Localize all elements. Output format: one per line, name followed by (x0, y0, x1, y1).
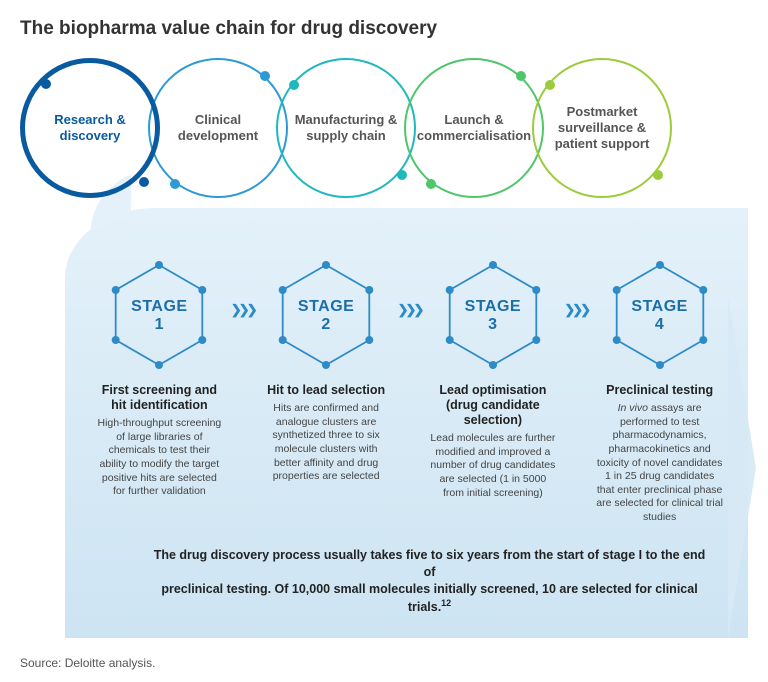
stage-name: STAGE 3 (460, 298, 525, 334)
stage-hexagon: STAGE 4 (595, 258, 725, 373)
stages-panel: STAGE 1 First screening and hit identific… (65, 208, 748, 638)
circle-dot (170, 179, 180, 189)
value-chain-circle-0: Research & discovery (20, 58, 160, 198)
stage-hexagon: STAGE 2 (261, 258, 391, 373)
stage-hexagon: STAGE 3 (428, 258, 558, 373)
stage-col-4: STAGE 4 Preclinical testing In vivo assays… (593, 258, 726, 525)
stage-col-3: STAGE 3 Lead optimisation (drug candidate… (427, 258, 560, 500)
stages-row: STAGE 1 First screening and hit identific… (93, 258, 726, 525)
circle-dot (289, 80, 299, 90)
stage-name: STAGE 1 (127, 298, 192, 334)
summary-line-2: preclinical testing. Of 10,000 small mol… (161, 582, 697, 615)
circle-dot (426, 179, 436, 189)
stage-title: Preclinical testing (604, 383, 715, 398)
stage-desc: Lead molecules are further modified and … (427, 432, 560, 500)
circle-dot (260, 71, 270, 81)
stage-chevron-icon: ❯❯❯ (230, 258, 256, 318)
stage-desc: Hits are confirmed and analogue clusters… (260, 402, 393, 484)
page-title: The biopharma value chain for drug disco… (20, 18, 748, 40)
circle-label: Launch & commercialisation (417, 112, 531, 145)
circle-label: Postmarket surveillance & patient suppor… (546, 104, 658, 153)
stage-chevron-icon: ❯❯❯ (397, 258, 423, 318)
source-label: Source: Deloitte analysis. (20, 656, 155, 670)
stage-title: Hit to lead selection (265, 383, 387, 398)
circle-label: Manufacturing & supply chain (290, 112, 402, 145)
stage-title: First screening and hit identification (93, 383, 226, 413)
stage-hexagon: STAGE 1 (94, 258, 224, 373)
value-chain-circle-3: Launch & commercialisation (404, 58, 544, 198)
value-chain-circles: Research & discovery Clinical development… (20, 58, 748, 208)
circle-dot (139, 177, 149, 187)
circle-dot (41, 79, 51, 89)
circle-label: Research & discovery (37, 112, 143, 145)
stage-title: Lead optimisation (drug candidate select… (427, 383, 560, 428)
circle-dot (545, 80, 555, 90)
circle-dot (653, 170, 663, 180)
circle-dot (516, 71, 526, 81)
summary-text: The drug discovery process usually takes… (93, 547, 726, 617)
value-chain-circle-4: Postmarket surveillance & patient suppor… (532, 58, 672, 198)
stage-col-1: STAGE 1 First screening and hit identific… (93, 258, 226, 499)
stage-desc: In vivo assays are performed to test pha… (593, 402, 726, 525)
stage-col-2: STAGE 2 Hit to lead selection Hits are con… (260, 258, 393, 484)
stage-chevron-icon: ❯❯❯ (563, 258, 589, 318)
circle-dot (397, 170, 407, 180)
summary-ref: 12 (441, 598, 451, 608)
circle-label: Clinical development (162, 112, 274, 145)
stage-name: STAGE 2 (294, 298, 359, 334)
summary-line-1: The drug discovery process usually takes… (154, 548, 706, 579)
value-chain-circle-1: Clinical development (148, 58, 288, 198)
stage-desc: High-throughput screening of large libra… (93, 417, 226, 499)
value-chain-circle-2: Manufacturing & supply chain (276, 58, 416, 198)
stage-name: STAGE 4 (627, 298, 692, 334)
